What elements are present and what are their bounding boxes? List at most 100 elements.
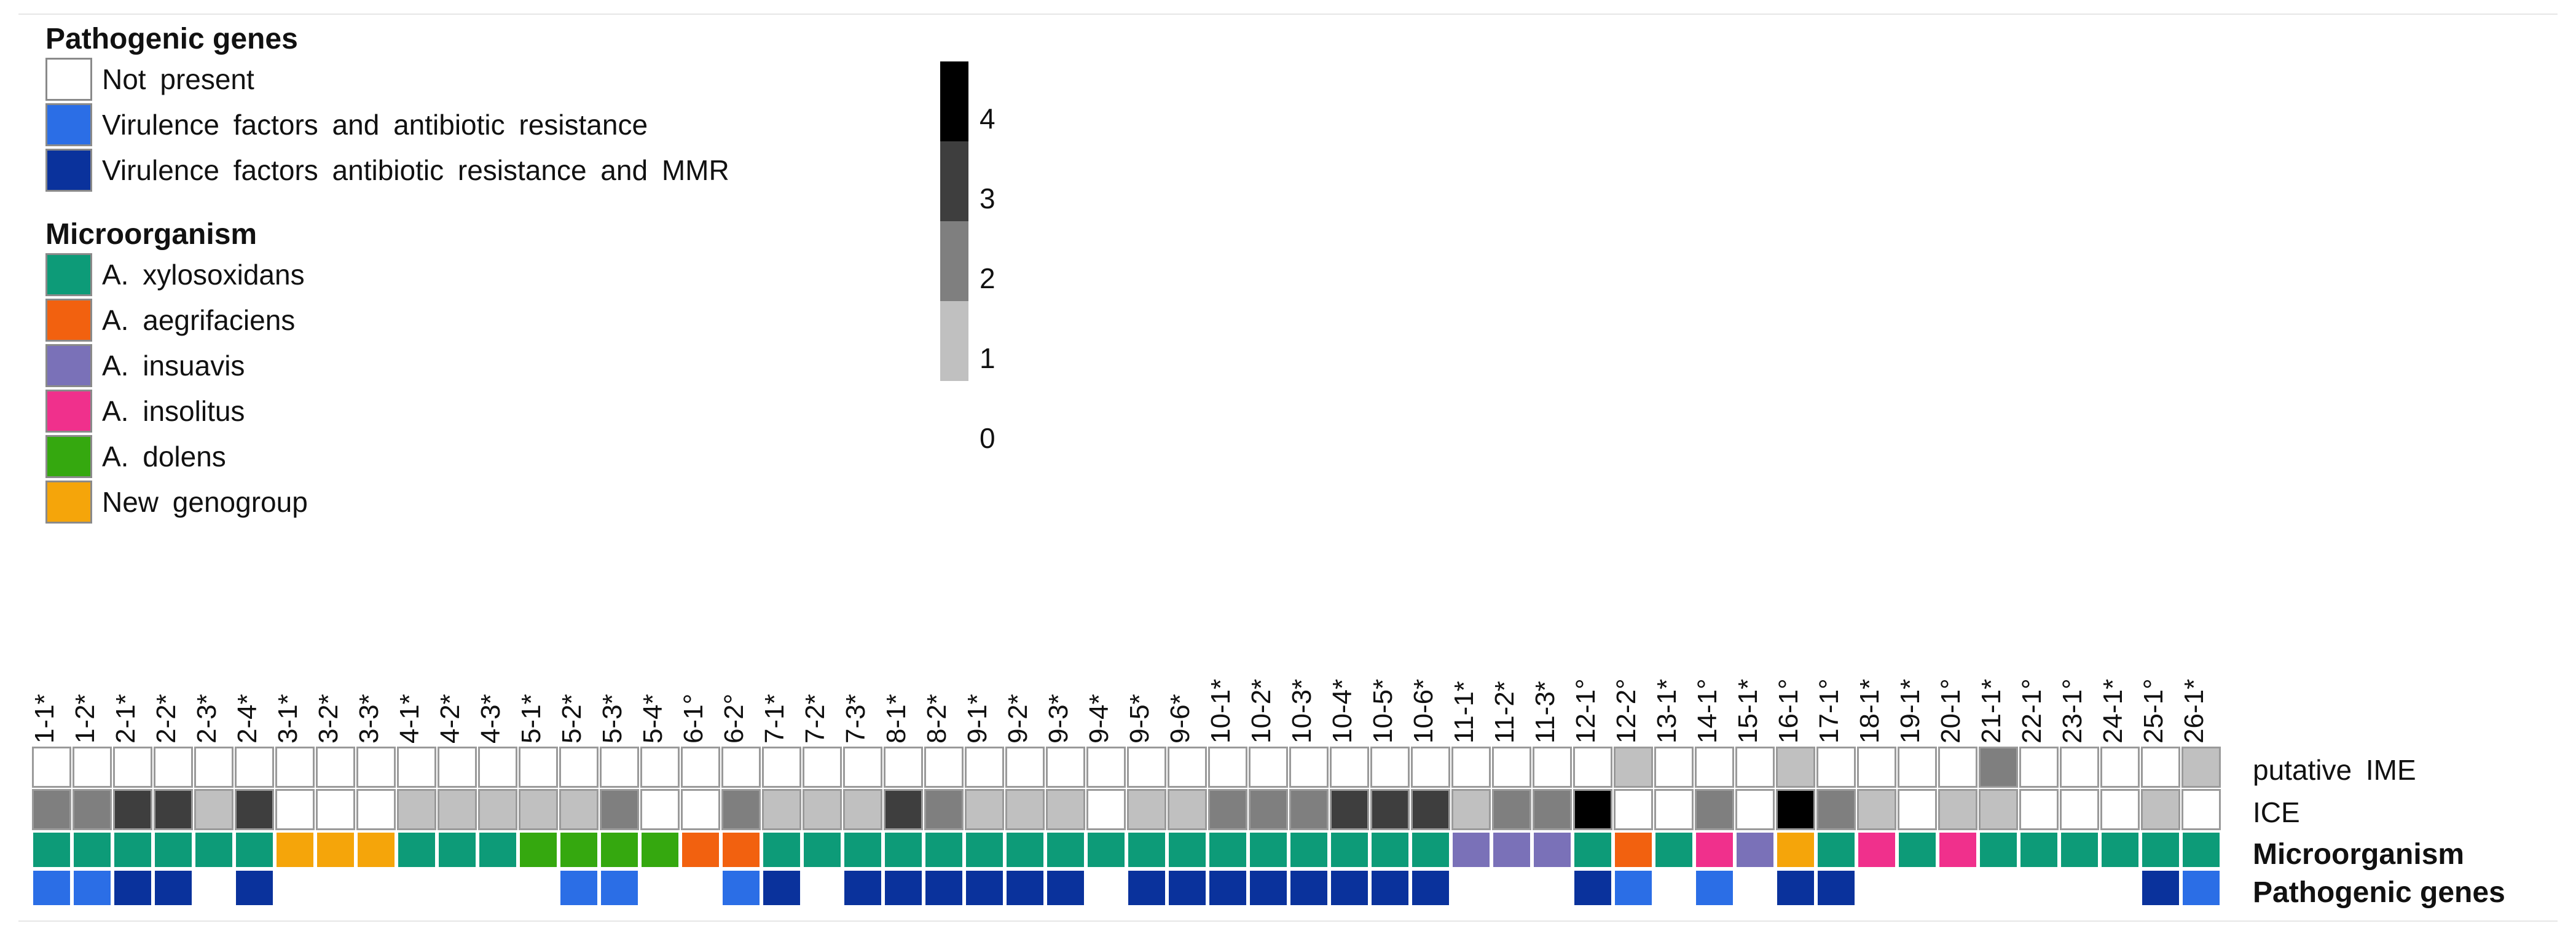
ime-cell bbox=[1411, 747, 1450, 788]
microorganism-cell bbox=[1249, 831, 1288, 868]
column-label-text: 21-1* bbox=[1976, 678, 2006, 744]
ime-cell bbox=[1370, 747, 1410, 788]
pathogenic-cell bbox=[1249, 869, 1288, 906]
microorganism-cell bbox=[965, 831, 1004, 868]
heatmap bbox=[32, 747, 2222, 908]
ice-cell bbox=[1979, 789, 2018, 830]
pathogenic-cell bbox=[1573, 869, 1612, 906]
pathogenic-cell bbox=[1938, 869, 1977, 906]
column-label-text: 10-4* bbox=[1327, 678, 1357, 744]
microorganism-cell bbox=[1816, 831, 1856, 868]
pathogenic-cell bbox=[559, 869, 599, 906]
column-label: 12-1° bbox=[1571, 676, 1614, 744]
column-label: 8-1* bbox=[881, 676, 924, 744]
top-rule bbox=[18, 14, 2558, 15]
pathogenic-cell bbox=[640, 869, 680, 906]
column-label: 7-3* bbox=[841, 676, 884, 744]
pathogenic-cell bbox=[884, 869, 923, 906]
microorganism-cell bbox=[1330, 831, 1369, 868]
column-label-text: 22-1° bbox=[2017, 678, 2047, 744]
ime-cell bbox=[803, 747, 842, 788]
pathogenic-cell bbox=[1654, 869, 1694, 906]
ime-cell bbox=[73, 747, 112, 788]
ice-cell bbox=[194, 789, 234, 830]
column-label: 10-2* bbox=[1246, 676, 1289, 744]
microorganism-cell bbox=[843, 831, 882, 868]
ice-cell bbox=[1573, 789, 1612, 830]
column-label: 1-1* bbox=[29, 676, 73, 744]
pathogenic-cell bbox=[1979, 869, 2018, 906]
legend-microorganism-swatch bbox=[45, 253, 92, 296]
column-label: 11-2* bbox=[1490, 676, 1533, 744]
ime-cell bbox=[1046, 747, 1085, 788]
column-label-text: 5-3* bbox=[597, 694, 627, 744]
pathogenic-cell bbox=[2141, 869, 2180, 906]
pathogenic-cell bbox=[113, 869, 152, 906]
pathogenic-cell bbox=[1451, 869, 1491, 906]
column-label: 4-1* bbox=[395, 676, 438, 744]
ime-cell bbox=[356, 747, 396, 788]
column-label-text: 4-3* bbox=[476, 694, 506, 744]
column-label-text: 10-5* bbox=[1368, 678, 1398, 744]
column-label: 5-3* bbox=[597, 676, 640, 744]
column-label-text: 9-5* bbox=[1125, 694, 1155, 744]
pathogenic-cell bbox=[1370, 869, 1410, 906]
microorganism-cell bbox=[1573, 831, 1612, 868]
ice-cell bbox=[397, 789, 436, 830]
microorganism-cell bbox=[113, 831, 152, 868]
ime-cell bbox=[1168, 747, 1207, 788]
pathogenic-cell bbox=[1614, 869, 1653, 906]
column-label: 24-1* bbox=[2098, 676, 2141, 744]
column-label-text: 9-1* bbox=[962, 694, 992, 744]
column-label-text: 2-3* bbox=[192, 694, 222, 744]
column-label-text: 20-1° bbox=[1936, 678, 1966, 744]
column-label: 19-1* bbox=[1895, 676, 1938, 744]
scale-label-1: 1 bbox=[980, 342, 995, 374]
microorganism-cell bbox=[1168, 831, 1207, 868]
ime-cell bbox=[1127, 747, 1166, 788]
column-label: 1-2* bbox=[70, 676, 113, 744]
pathogenic-cell bbox=[1898, 869, 1937, 906]
pathogenic-cell bbox=[2060, 869, 2099, 906]
pathogenic-cell bbox=[235, 869, 274, 906]
microorganism-cell bbox=[721, 831, 761, 868]
pathogenic-cell bbox=[478, 869, 517, 906]
ime-cell bbox=[600, 747, 639, 788]
microorganism-cell bbox=[1654, 831, 1694, 868]
column-label: 6-1° bbox=[678, 676, 721, 744]
microorganism-cell bbox=[1735, 831, 1775, 868]
ice-cell bbox=[1370, 789, 1410, 830]
pathogenic-cell bbox=[1695, 869, 1734, 906]
legend: Pathogenic genes Not present Virulence fa… bbox=[45, 22, 729, 525]
legend-microorganism-label: A. insolitus bbox=[102, 395, 245, 427]
microorganism-cell bbox=[924, 831, 964, 868]
ime-cell bbox=[235, 747, 274, 788]
ime-cell bbox=[1208, 747, 1247, 788]
pathogenic-cell bbox=[843, 869, 882, 906]
scale-label-3: 3 bbox=[980, 183, 995, 214]
microorganism-cell bbox=[154, 831, 193, 868]
column-label-text: 11-1* bbox=[1449, 681, 1479, 744]
ime-cell bbox=[519, 747, 558, 788]
column-label: 2-3* bbox=[192, 676, 235, 744]
column-label-text: 9-3* bbox=[1043, 694, 1074, 744]
scale-label-0: 0 bbox=[980, 422, 995, 454]
microorganism-cell bbox=[1776, 831, 1815, 868]
microorganism-cell bbox=[1370, 831, 1410, 868]
pathogenic-cell bbox=[73, 869, 112, 906]
column-label-text: 7-3* bbox=[841, 694, 871, 744]
ime-cell bbox=[113, 747, 152, 788]
microorganism-cell bbox=[1451, 831, 1491, 868]
column-label: 14-1° bbox=[1692, 676, 1735, 744]
ice-cell bbox=[478, 789, 517, 830]
ice-cell bbox=[1735, 789, 1775, 830]
pathogenic-cell bbox=[275, 869, 315, 906]
ime-cell bbox=[1573, 747, 1612, 788]
column-label: 20-1° bbox=[1936, 676, 1979, 744]
ime-cell bbox=[32, 747, 71, 788]
column-label: 11-3* bbox=[1530, 676, 1573, 744]
pathogenic-cell bbox=[194, 869, 234, 906]
column-label-text: 7-2* bbox=[800, 694, 830, 744]
column-label-text: 24-1* bbox=[2098, 678, 2128, 744]
microorganism-cell bbox=[2019, 831, 2059, 868]
